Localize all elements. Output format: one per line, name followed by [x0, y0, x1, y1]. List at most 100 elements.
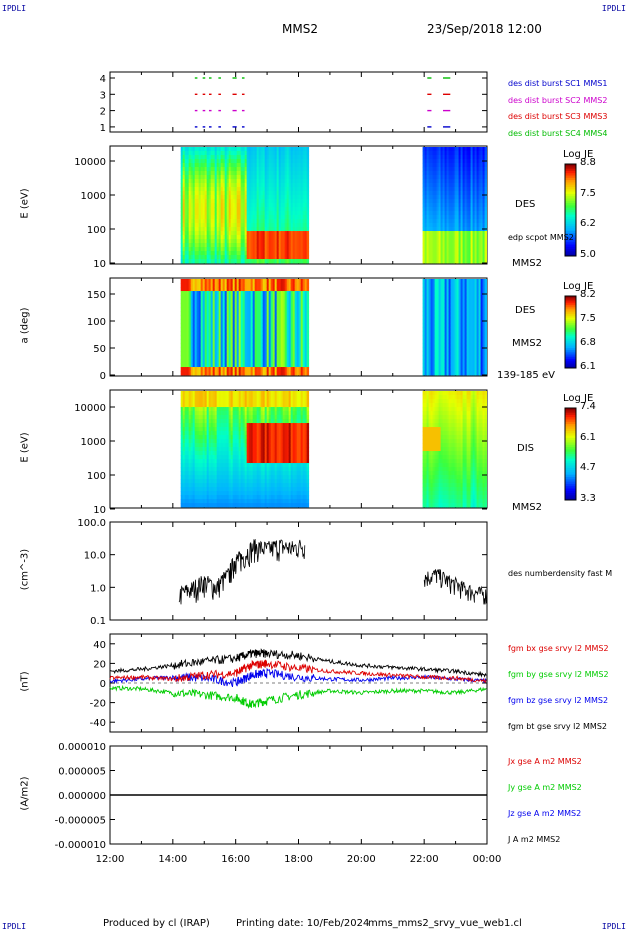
heatmap-cell	[226, 175, 230, 180]
heatmap-cell	[440, 239, 443, 244]
heatmap-cell	[294, 155, 298, 160]
heatmap-cell	[228, 199, 232, 204]
heatmap-cell	[454, 151, 457, 156]
heatmap-cell	[198, 147, 202, 152]
heatmap-cell	[446, 231, 449, 236]
heatmap-cell	[484, 235, 487, 240]
heatmap-cell	[242, 239, 246, 244]
heatmap-cell	[208, 183, 212, 188]
heatmap-cell	[432, 247, 435, 252]
heatmap-cell	[250, 367, 254, 372]
heatmap-cell	[266, 315, 270, 320]
heatmap-cell	[264, 167, 268, 172]
heatmap-cell	[252, 363, 256, 368]
heatmap-cell	[428, 311, 431, 316]
heatmap-cell	[428, 191, 431, 196]
heatmap-cell	[192, 259, 196, 264]
heatmap-cell	[296, 335, 300, 340]
heatmap-cell	[304, 211, 308, 216]
heatmap-cell	[194, 287, 198, 292]
heatmap-cell	[296, 311, 300, 316]
heatmap-cell	[198, 355, 202, 360]
heatmap-cell	[266, 259, 270, 264]
heatmap-cell	[262, 283, 266, 288]
heatmap-cell	[280, 331, 284, 336]
heatmap-cell	[246, 243, 250, 248]
heatmap-cell	[214, 311, 218, 316]
heatmap-cell	[468, 171, 471, 176]
heatmap-cell	[216, 187, 220, 192]
heatmap-cell	[238, 171, 242, 176]
heatmap-cell	[444, 147, 447, 152]
heatmap-cell	[432, 215, 435, 220]
heatmap-cell	[224, 311, 228, 316]
heatmap-cell	[254, 363, 258, 368]
heatmap-cell	[474, 211, 477, 216]
heatmap-cell	[242, 279, 246, 284]
heatmap-cell	[184, 371, 188, 376]
heatmap-cell	[264, 283, 268, 288]
heatmap-cell	[448, 191, 451, 196]
heatmap-cell	[182, 219, 186, 224]
heatmap-cell	[202, 155, 206, 160]
heatmap-cell	[248, 247, 252, 252]
heatmap-cell	[422, 335, 425, 340]
heatmap-cell	[436, 247, 439, 252]
heatmap-cell	[242, 359, 246, 364]
heatmap-cell	[484, 167, 487, 172]
heatmap-cell	[432, 303, 435, 308]
heatmap-cell	[460, 195, 463, 200]
heatmap-cell	[294, 159, 298, 164]
heatmap-cell	[200, 279, 204, 284]
heatmap-cell	[268, 295, 272, 300]
heatmap-cell	[300, 195, 304, 200]
heatmap-cell	[302, 147, 306, 152]
heatmap-cell	[234, 351, 238, 356]
heatmap-cell	[234, 367, 238, 372]
heatmap-cell	[186, 279, 190, 284]
heatmap-cell	[296, 307, 300, 312]
heatmap-cell	[290, 367, 294, 372]
heatmap-cell	[226, 243, 230, 248]
heatmap-cell	[192, 211, 196, 216]
heatmap-cell	[450, 163, 453, 168]
heatmap-cell	[438, 311, 441, 316]
heatmap-cell	[444, 311, 447, 316]
heatmap-cell	[256, 303, 260, 308]
heatmap-cell	[464, 219, 467, 224]
heatmap-cell	[272, 335, 276, 340]
heatmap-cell	[272, 331, 276, 336]
heatmap-cell	[270, 319, 274, 324]
heatmap-cell	[262, 279, 266, 284]
heatmap-cell	[302, 291, 306, 296]
heatmap-cell	[192, 319, 196, 324]
heatmap-cell	[438, 295, 441, 300]
heatmap-cell	[280, 359, 284, 364]
heatmap-cell	[294, 351, 298, 356]
heatmap-cell	[304, 215, 308, 220]
heatmap-cell	[424, 167, 427, 172]
heatmap-cell	[300, 295, 304, 300]
heatmap-cell	[258, 167, 262, 172]
heatmap-cell	[446, 327, 449, 332]
heatmap-cell	[214, 295, 218, 300]
heatmap-cell	[444, 367, 447, 372]
heatmap-cell	[202, 323, 206, 328]
heatmap-cell	[202, 159, 206, 164]
heatmap-cell	[258, 291, 262, 296]
heatmap-cell	[292, 163, 296, 168]
heatmap-cell	[262, 327, 266, 332]
heatmap-cell	[194, 367, 198, 372]
heatmap-cell	[188, 183, 192, 188]
heatmap-cell	[180, 191, 184, 196]
heatmap-cell	[190, 343, 194, 348]
heatmap-cell	[248, 155, 252, 160]
heatmap-cell	[206, 351, 210, 356]
heatmap-cell	[460, 215, 463, 220]
heatmap-cell	[302, 215, 306, 220]
heatmap-cell	[206, 215, 210, 220]
heatmap-cell	[484, 155, 487, 160]
heatmap-cell	[264, 203, 268, 208]
heatmap-cell	[228, 171, 232, 176]
heatmap-cell	[186, 323, 190, 328]
